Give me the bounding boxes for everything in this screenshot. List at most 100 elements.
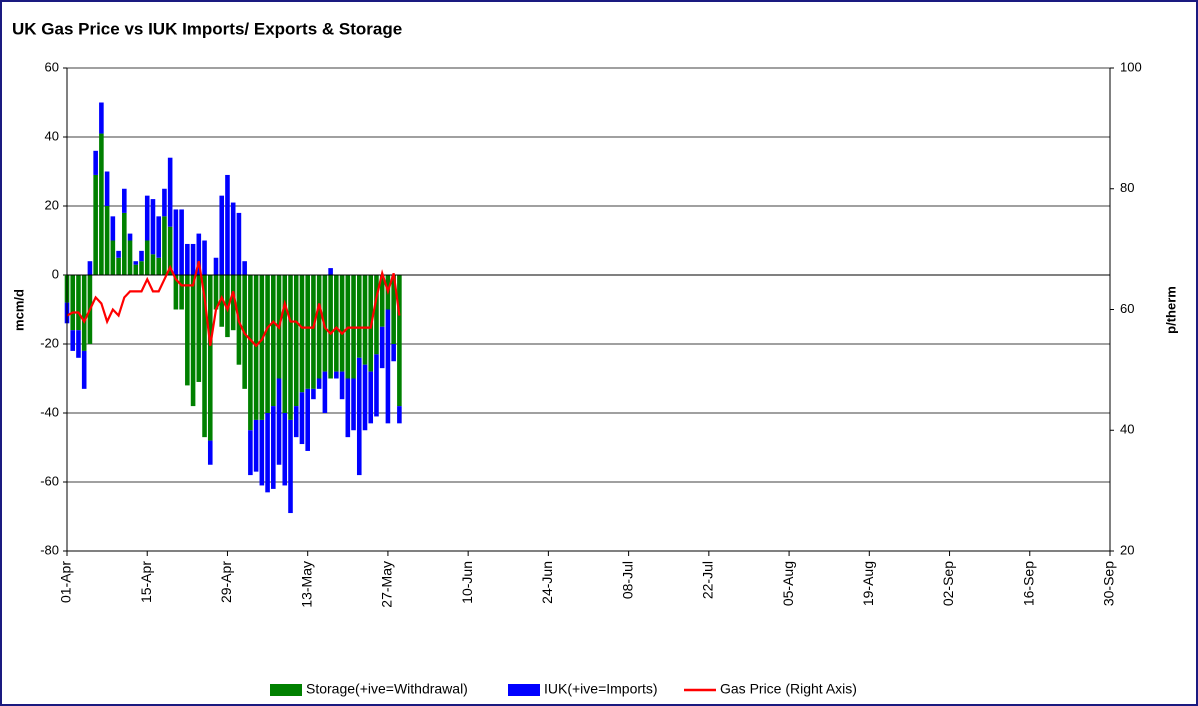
- bar: [316, 378, 322, 389]
- bar: [242, 261, 247, 275]
- bar: [230, 202, 236, 275]
- x-tick-label: 29-Apr: [218, 561, 234, 603]
- y-tick-label: -80: [40, 542, 59, 557]
- bar: [173, 275, 179, 310]
- bar: [81, 350, 87, 389]
- bar: [116, 250, 121, 258]
- y2-tick-label: 40: [1120, 422, 1134, 437]
- y-tick-label: 0: [52, 266, 59, 281]
- bar: [282, 413, 288, 486]
- bar: [293, 406, 299, 438]
- bar: [144, 195, 150, 241]
- price-line: [66, 260, 401, 348]
- bar: [202, 275, 207, 438]
- bar: [351, 378, 356, 431]
- bar: [271, 406, 276, 489]
- bar: [259, 275, 265, 420]
- y2-tick-label: 60: [1120, 301, 1134, 316]
- bar: [305, 388, 310, 451]
- y-axis-label: mcm/d: [11, 289, 26, 331]
- bar: [127, 233, 133, 241]
- bar: [207, 440, 213, 465]
- bar: [379, 275, 385, 327]
- bar: [305, 275, 310, 389]
- bar: [339, 371, 345, 400]
- bar: [76, 275, 81, 331]
- x-tick-label: 27-May: [379, 561, 395, 608]
- bar: [76, 330, 81, 358]
- bar: [328, 275, 333, 379]
- y-tick-label: -20: [40, 335, 59, 350]
- bar: [397, 275, 402, 407]
- bar: [190, 243, 196, 275]
- legend-swatch: [508, 684, 540, 696]
- y-tick-label: -60: [40, 473, 59, 488]
- bar: [110, 240, 116, 275]
- bar: [144, 240, 150, 275]
- bar: [116, 257, 121, 275]
- x-tick-label: 30-Sep: [1101, 561, 1117, 606]
- bar: [248, 275, 253, 431]
- bar: [374, 354, 379, 417]
- bar: [99, 133, 104, 275]
- y2-tick-label: 80: [1120, 180, 1134, 195]
- y2-tick-label: 20: [1120, 542, 1134, 557]
- bar: [299, 392, 305, 445]
- bar: [196, 233, 202, 275]
- bar: [356, 275, 362, 358]
- x-tick-label: 15-Apr: [138, 561, 154, 603]
- bar: [156, 216, 161, 258]
- bar: [236, 212, 242, 275]
- bar: [282, 275, 288, 413]
- legend-swatch: [270, 684, 302, 696]
- bar: [368, 371, 374, 424]
- x-tick-label: 05-Aug: [780, 561, 796, 606]
- bar: [299, 275, 305, 393]
- bar: [207, 275, 213, 441]
- bar: [334, 275, 339, 372]
- x-tick-label: 10-Jun: [459, 561, 475, 604]
- bar: [127, 240, 133, 275]
- legend-label: IUK(+ive=Imports): [544, 681, 658, 697]
- bar: [87, 261, 93, 275]
- bar: [162, 188, 167, 217]
- bar: [288, 419, 293, 514]
- bar: [202, 240, 207, 275]
- bar: [167, 226, 173, 275]
- bar: [316, 275, 322, 379]
- x-tick-label: 01-Apr: [58, 561, 74, 603]
- bar: [104, 171, 110, 206]
- bar: [253, 419, 259, 472]
- bar: [385, 309, 391, 424]
- legend-label: Gas Price (Right Axis): [720, 681, 857, 697]
- bar: [322, 371, 328, 413]
- bar: [70, 330, 76, 351]
- bar: [104, 206, 110, 275]
- bar: [288, 275, 293, 420]
- bar: [213, 257, 219, 275]
- bar: [219, 195, 225, 275]
- bar: [173, 209, 179, 275]
- bar: [167, 157, 173, 227]
- bar: [248, 430, 253, 476]
- bar: [339, 275, 345, 372]
- y-tick-label: 40: [45, 128, 59, 143]
- bar: [259, 419, 265, 486]
- bar: [93, 174, 98, 275]
- bar: [185, 275, 190, 386]
- bar: [391, 344, 396, 362]
- bar: [293, 275, 299, 407]
- bar: [81, 275, 87, 351]
- bar: [271, 275, 276, 407]
- bar: [150, 254, 156, 275]
- x-tick-label: 08-Jul: [619, 561, 635, 599]
- bar: [70, 275, 76, 331]
- bar: [213, 275, 219, 310]
- bar: [225, 174, 230, 275]
- x-tick-label: 24-Jun: [539, 561, 555, 604]
- bar: [374, 275, 379, 355]
- bar: [185, 243, 190, 275]
- bar: [190, 275, 196, 407]
- x-tick-label: 16-Sep: [1020, 561, 1036, 606]
